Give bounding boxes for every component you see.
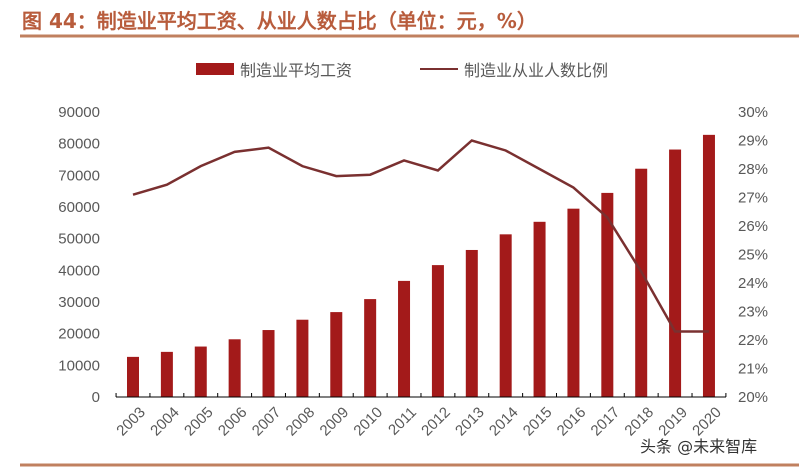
y-left-tick-label: 70000 [58,167,100,184]
y-right-tick-label: 28% [738,161,768,178]
bar-2009 [330,312,343,397]
y-left-tick-label: 60000 [58,199,100,216]
y-right-tick-label: 26% [738,218,768,235]
bar-2011 [398,280,411,397]
bar-2020 [702,134,715,398]
bar-2018 [635,168,648,397]
x-tick-label: 2020 [689,404,725,440]
bar-2013 [465,249,478,397]
x-tick-label: 2009 [317,404,353,440]
x-tick-label: 2019 [655,404,691,440]
bar-2016 [567,208,580,397]
bar-2008 [296,319,309,397]
bar-2004 [160,351,173,397]
x-tick-label: 2008 [283,404,319,440]
y-left-tick-label: 90000 [58,104,100,121]
chart-title: 图 44：制造业平均工资、从业人数占比（单位：元，%） [22,9,537,33]
x-tick-label: 2018 [621,404,657,440]
x-tick-label: 2015 [520,404,556,440]
y-left-tick-label: 0 [92,389,100,406]
bar-2010 [364,299,377,397]
y-right-tick-label: 24% [738,275,768,292]
x-tick-label: 2010 [350,404,386,440]
y-left-tick-label: 40000 [58,262,100,279]
y-right-tick-label: 20% [738,389,768,406]
bar-2015 [533,221,546,397]
y-right-tick-label: 23% [738,304,768,321]
x-tick-label: 2012 [418,404,454,440]
y-right-tick-label: 29% [738,133,768,150]
legend: 制造业平均工资 制造业从业人数比例 [196,61,608,80]
x-tick-label: 2007 [249,404,285,440]
x-tick-label: 2017 [588,404,624,440]
y-left-tick-label: 10000 [58,357,100,374]
y-right-tick-label: 30% [738,104,768,121]
y-right-tick-label: 22% [738,332,768,349]
bar-2007 [262,330,275,397]
x-tick-label: 2011 [385,404,420,439]
bar-2014 [499,234,512,397]
y-left-tick-label: 50000 [58,231,100,248]
y-right-tick-label: 27% [738,190,768,207]
y-right-tick-label: 21% [738,361,768,378]
bar-2019 [669,149,682,397]
left-axis-ticks: 0 10000 20000 30000 40000 50000 60000 70000 8000… [58,104,100,406]
line-series [132,139,709,333]
x-tick-label: 2016 [554,404,590,440]
legend-bar-label: 制造业平均工资 [240,61,352,80]
legend-line-label: 制造业从业人数比例 [464,61,608,80]
legend-bar-swatch [196,63,234,75]
bar-2017 [601,192,614,397]
bar-2005 [194,346,207,397]
x-tick-label: 2003 [113,404,149,440]
x-tick-label: 2014 [486,404,522,440]
bar-2012 [431,265,444,397]
bar-2006 [228,339,241,397]
y-left-tick-label: 20000 [58,326,100,343]
x-tick-label: 2013 [452,404,488,440]
x-tick-label: 2004 [147,404,183,440]
y-left-tick-label: 30000 [58,294,100,311]
x-tick-label: 2006 [215,404,251,440]
watermark: 头条 @未来智库 [640,437,757,456]
bar-series [127,134,715,398]
y-left-tick-label: 80000 [58,136,100,153]
y-right-tick-label: 25% [738,247,768,264]
bar-2003 [127,356,139,397]
x-tick-label: 2005 [181,404,217,440]
right-axis-ticks: 20% 21% 22% 23% 24% 25% 26% 27% 28% 29% 30% [738,104,768,406]
